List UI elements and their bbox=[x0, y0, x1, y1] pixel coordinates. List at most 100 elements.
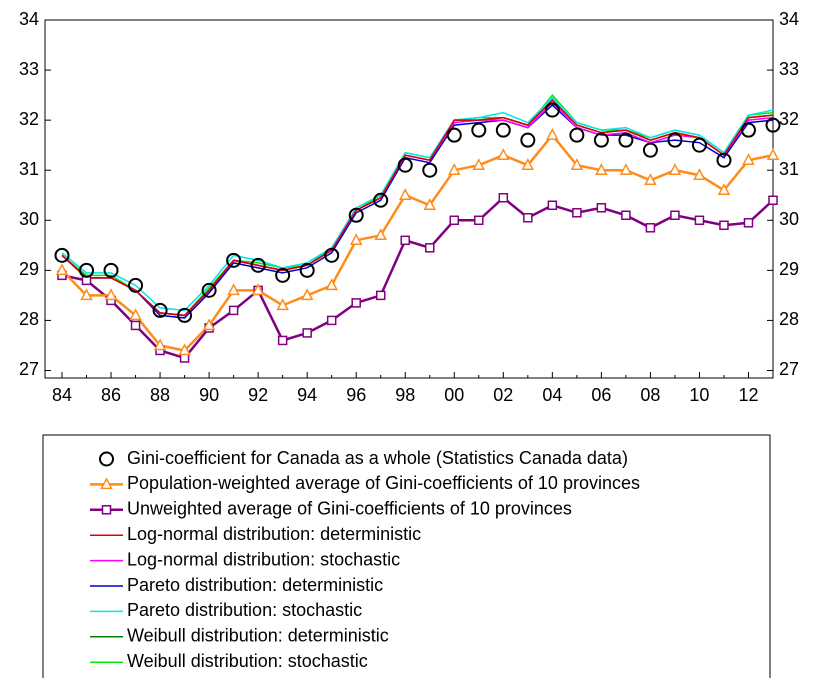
legend-label: Gini-coefficient for Canada as a whole (… bbox=[127, 448, 628, 468]
point bbox=[668, 163, 682, 175]
point bbox=[596, 203, 607, 213]
point bbox=[670, 210, 680, 221]
y2-tick-label: 32 bbox=[779, 109, 799, 129]
point bbox=[152, 302, 168, 318]
y2-tick-label: 27 bbox=[779, 359, 799, 379]
point bbox=[667, 132, 683, 148]
point bbox=[277, 335, 288, 346]
legend-label: Weibull distribution: deterministic bbox=[127, 626, 389, 646]
point bbox=[472, 158, 486, 170]
point bbox=[177, 307, 193, 323]
point bbox=[497, 148, 510, 160]
point bbox=[621, 210, 631, 221]
series-line bbox=[61, 93, 774, 317]
point bbox=[694, 215, 705, 226]
point bbox=[570, 158, 584, 170]
point bbox=[299, 262, 315, 278]
point bbox=[765, 117, 781, 133]
x-tick-label: 92 bbox=[248, 385, 268, 405]
point bbox=[397, 157, 413, 173]
point bbox=[251, 283, 265, 296]
legend-label: Pareto distribution: deterministic bbox=[127, 575, 383, 595]
point bbox=[101, 505, 112, 515]
point bbox=[201, 282, 217, 298]
series-line bbox=[61, 99, 774, 317]
legend-box bbox=[42, 434, 771, 678]
y2-tick-label: 28 bbox=[779, 309, 799, 329]
point bbox=[130, 320, 141, 331]
point bbox=[716, 152, 732, 168]
point bbox=[227, 283, 240, 296]
legend-label: Unweighted average of Gini-coefficients … bbox=[127, 499, 572, 519]
point bbox=[100, 477, 113, 490]
point bbox=[351, 298, 361, 308]
point bbox=[275, 267, 291, 283]
x-tick-label: 86 bbox=[101, 385, 121, 405]
point bbox=[422, 162, 438, 178]
x-tick-label: 84 bbox=[52, 385, 72, 405]
point bbox=[544, 102, 560, 118]
point bbox=[572, 208, 582, 218]
point bbox=[129, 308, 142, 321]
y-tick-label: 33 bbox=[19, 59, 39, 79]
y2-tick-label: 29 bbox=[779, 259, 799, 279]
point bbox=[349, 233, 363, 246]
point bbox=[276, 298, 289, 311]
x-tick-label: 10 bbox=[689, 385, 709, 405]
point bbox=[474, 215, 484, 226]
point bbox=[153, 338, 167, 351]
point bbox=[766, 148, 780, 160]
point bbox=[523, 213, 533, 223]
x-tick-label: 98 bbox=[395, 385, 415, 405]
point bbox=[448, 163, 461, 175]
point bbox=[446, 127, 462, 143]
point bbox=[618, 132, 634, 148]
point bbox=[717, 183, 731, 195]
y-tick-label: 27 bbox=[19, 359, 39, 379]
point bbox=[498, 192, 509, 203]
point bbox=[644, 173, 657, 185]
point bbox=[693, 168, 706, 180]
point bbox=[104, 288, 118, 301]
point bbox=[79, 262, 95, 278]
y2-tick-label: 31 bbox=[779, 159, 799, 179]
legend-label: Weibull distribution: stochastic bbox=[127, 651, 368, 671]
series-line bbox=[61, 96, 774, 312]
point bbox=[54, 247, 70, 263]
point bbox=[423, 198, 437, 211]
point bbox=[348, 207, 364, 223]
y-tick-label: 32 bbox=[19, 109, 39, 129]
legend-label: Log-normal distribution: stochastic bbox=[127, 549, 400, 569]
legend-label: Pareto distribution: stochastic bbox=[127, 600, 362, 620]
point bbox=[740, 122, 756, 138]
point bbox=[593, 132, 609, 148]
point bbox=[226, 252, 242, 268]
point bbox=[495, 122, 511, 138]
point bbox=[520, 132, 536, 148]
point bbox=[398, 188, 412, 200]
y2-tick-label: 30 bbox=[779, 209, 799, 229]
point bbox=[80, 288, 93, 301]
point bbox=[302, 328, 312, 338]
point bbox=[374, 228, 387, 241]
point bbox=[375, 290, 386, 301]
point bbox=[645, 223, 656, 233]
point bbox=[228, 305, 239, 316]
point bbox=[595, 163, 608, 175]
x-tick-label: 02 bbox=[493, 385, 513, 405]
point bbox=[250, 257, 266, 273]
point bbox=[325, 278, 338, 291]
point bbox=[546, 128, 559, 140]
point bbox=[324, 247, 340, 263]
point bbox=[373, 192, 389, 208]
point bbox=[55, 263, 69, 276]
y2-tick-label: 33 bbox=[779, 59, 799, 79]
point bbox=[425, 243, 435, 253]
point bbox=[178, 343, 191, 356]
x-tick-label: 00 bbox=[444, 385, 464, 405]
x-tick-label: 08 bbox=[640, 385, 660, 405]
point bbox=[400, 235, 410, 246]
point bbox=[742, 153, 755, 165]
x-tick-label: 04 bbox=[542, 385, 562, 405]
